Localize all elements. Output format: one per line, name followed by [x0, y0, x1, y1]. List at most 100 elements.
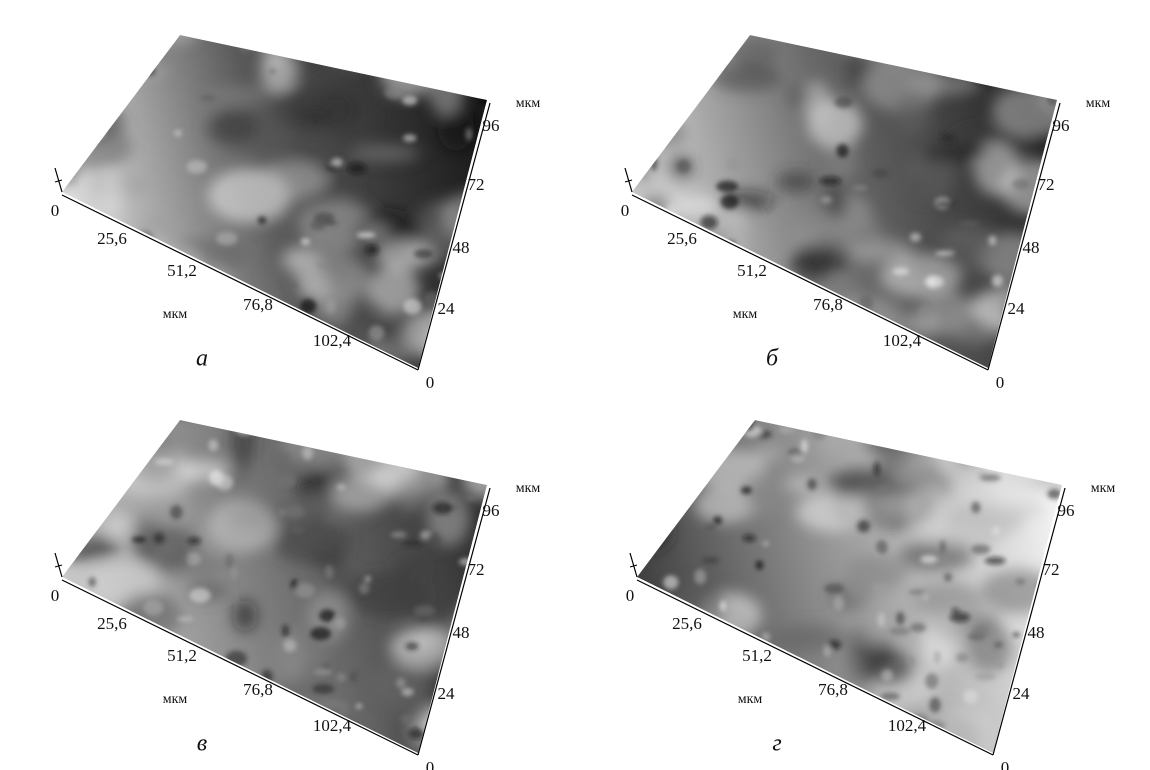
pit: [473, 312, 490, 323]
pit: [187, 160, 208, 174]
pit: [216, 475, 233, 491]
pit: [782, 728, 802, 742]
y-tick-label: 72: [1043, 560, 1060, 579]
pit: [721, 195, 739, 209]
relief-blob: [118, 294, 200, 316]
pit: [178, 666, 196, 681]
y-tick-label: 0: [1001, 758, 1010, 770]
pit: [836, 144, 848, 158]
relief-blob: [453, 285, 489, 311]
x-tick-label: 76,8: [818, 680, 848, 699]
pit: [697, 327, 715, 333]
pit: [269, 69, 276, 74]
pit: [337, 700, 348, 715]
y-tick-label: 96: [1053, 116, 1070, 135]
pit: [1041, 438, 1060, 448]
pit: [200, 95, 216, 101]
relief-blob: [845, 41, 870, 88]
pit: [922, 591, 928, 602]
pit: [414, 249, 433, 259]
relief-blob: [328, 31, 393, 66]
pit: [674, 86, 684, 91]
pit: [922, 438, 928, 449]
pit: [926, 721, 945, 730]
relief-blob: [56, 124, 133, 168]
pit: [337, 673, 346, 682]
x-tick-label: 102,4: [313, 331, 352, 350]
panel-label: а: [196, 346, 208, 372]
pit: [464, 689, 471, 695]
pit: [832, 724, 846, 733]
x-tick-label: 76,8: [243, 295, 273, 314]
pit: [403, 540, 423, 546]
pit: [910, 623, 926, 632]
pit: [778, 426, 794, 434]
relief-blob: [874, 35, 920, 70]
pit: [858, 727, 879, 743]
pit: [139, 669, 155, 675]
pit: [1015, 578, 1025, 585]
pit: [313, 670, 332, 675]
pit: [126, 696, 143, 711]
pit: [85, 680, 101, 696]
x-tick-label: 76,8: [243, 680, 273, 699]
figure: 025,651,276,8102,4мкм024487296мкма025,65…: [0, 0, 1150, 770]
relief-blob: [764, 312, 789, 330]
pit: [824, 644, 832, 656]
pit: [154, 46, 161, 51]
pit: [706, 621, 715, 632]
y-axis-unit: мкм: [1091, 481, 1116, 496]
pit: [429, 711, 448, 717]
relief-blob: [401, 58, 474, 77]
relief-blob: [1048, 608, 1075, 645]
pit: [704, 523, 717, 531]
relief-blob: [418, 25, 496, 49]
relief-blob: [441, 193, 500, 240]
pit: [809, 750, 820, 754]
pit: [641, 305, 654, 313]
relief-blob: [680, 631, 747, 662]
relief-blob: [26, 513, 95, 548]
pit: [1011, 287, 1025, 298]
pit: [225, 651, 247, 667]
relief-blob: [938, 707, 1000, 761]
relief-blob: [417, 31, 457, 69]
relief-blob: [844, 555, 908, 589]
relief-blob: [637, 512, 672, 551]
pit: [740, 418, 755, 432]
pit: [484, 39, 492, 47]
relief-blob: [260, 51, 297, 91]
pit: [973, 625, 989, 638]
pit: [51, 312, 71, 317]
pit: [702, 444, 716, 449]
pit: [117, 738, 129, 749]
x-tick-label: 51,2: [742, 646, 772, 665]
pit: [820, 176, 842, 185]
relief-blob: [786, 84, 810, 109]
pit: [991, 527, 1000, 535]
pit: [271, 715, 288, 723]
pit: [326, 299, 336, 314]
pit: [743, 535, 756, 542]
pit: [940, 540, 946, 553]
relief-blob: [462, 461, 513, 500]
relief-blob: [802, 741, 870, 763]
relief-blob: [331, 476, 396, 510]
pit: [301, 238, 310, 245]
relief-blob: [206, 499, 276, 553]
pit: [403, 134, 416, 142]
pit: [919, 306, 930, 318]
relief-blob: [182, 304, 226, 326]
pit: [1007, 67, 1017, 81]
pit: [894, 434, 910, 438]
panel: 025,651,276,8102,4мкм024487296мкмв: [26, 393, 540, 770]
x-tick-label: 102,4: [313, 716, 352, 735]
pit: [337, 484, 345, 490]
pit: [715, 58, 728, 71]
pit: [999, 71, 1012, 79]
y-tick-label: 24: [1008, 299, 1026, 318]
pit: [364, 576, 371, 582]
relief-blob: [450, 434, 511, 472]
pit: [143, 645, 159, 659]
y-tick-label: 0: [426, 373, 435, 392]
